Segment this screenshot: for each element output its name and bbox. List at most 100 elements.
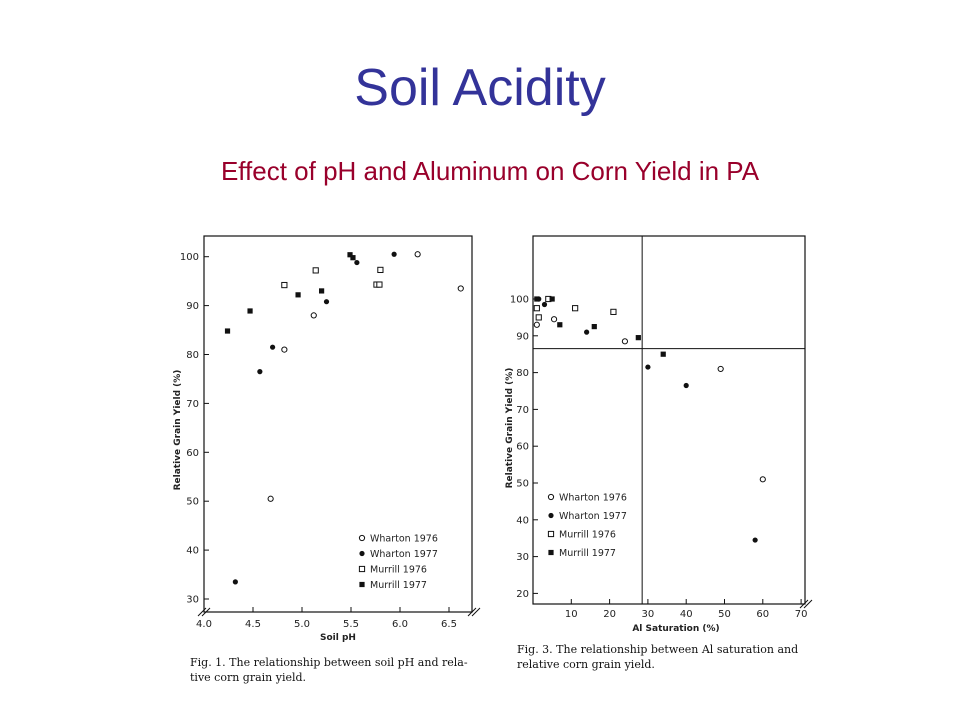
fig1-y-axis-label: Relative Grain Yield (%) [173, 370, 183, 491]
fig3-point [535, 314, 542, 321]
fig3-caption-line1: Fig. 3. The relationship between Al satu… [517, 643, 798, 656]
fig3-ytick-label: 90 [516, 331, 529, 342]
fig3-point [541, 301, 548, 308]
fig3-xtick-label: 40 [680, 609, 693, 620]
fig1-legend-label: Wharton 1976 [370, 534, 438, 545]
fig3-point [752, 537, 758, 543]
fig1-legend-label: Murrill 1977 [370, 580, 427, 591]
fig3-point [534, 296, 540, 302]
fig3-legend-marker [548, 512, 554, 519]
fig3-legend-label: Wharton 1976 [559, 493, 627, 504]
fig1-point [376, 281, 383, 288]
fig1-ytick-label: 100 [180, 252, 199, 263]
fig3-point [621, 338, 629, 345]
fig3-xtick-label: 30 [642, 609, 655, 620]
fig1-axis-break-marks [197, 607, 481, 617]
fig1-plot-frame [203, 235, 473, 613]
fig3-ytick-label: 80 [516, 368, 529, 379]
fig3-legend-marker [548, 549, 554, 556]
slide-subtitle: Effect of pH and Aluminum on Corn Yield … [220, 156, 760, 186]
fig3-legend-label: Murrill 1977 [559, 548, 616, 559]
fig3-xtick-label: 10 [565, 609, 578, 620]
fig1-xtick-label: 4.0 [196, 619, 212, 630]
fig1-caption-line1: Fig. 1. The relationship between soil pH… [190, 656, 468, 669]
fig3-xtick-label: 20 [603, 609, 616, 620]
fig1-point [457, 285, 464, 292]
fig3-point [610, 308, 617, 315]
fig3-legend-marker [547, 530, 555, 538]
fig3-ytick-label: 50 [516, 479, 529, 490]
fig1-point [347, 252, 353, 258]
fig1-legend-marker [359, 550, 365, 557]
fig3-y-axis-label: Relative Grain Yield (%) [505, 368, 515, 489]
fig3-point [645, 364, 651, 370]
fig3-ytick-label: 40 [516, 515, 529, 526]
fig1-point [281, 346, 288, 353]
fig1-xtick-label: 6.0 [392, 619, 408, 630]
fig1-point [257, 369, 263, 375]
fig3-legend-label: Murrill 1976 [559, 530, 616, 541]
fig3-point [533, 305, 540, 312]
fig1-ytick-label: 80 [186, 350, 199, 361]
fig3-xtick-label: 70 [795, 609, 808, 620]
fig1-ytick-label: 60 [186, 448, 199, 459]
fig1-point [350, 255, 356, 261]
fig1-point [377, 266, 384, 274]
fig1-point [414, 251, 421, 258]
fig3-point [584, 329, 590, 335]
fig3-point [660, 351, 666, 357]
fig1-ytick-label: 30 [186, 595, 199, 606]
fig1-ytick-label: 40 [186, 546, 199, 557]
fig1-xtick-label: 6.5 [441, 619, 457, 630]
fig1-ytick-label: 70 [186, 399, 199, 410]
fig1-point [354, 259, 360, 266]
fig3-xtick-label: 50 [718, 609, 731, 620]
fig1-legend-marker [359, 581, 365, 588]
fig1-xtick-label: 4.5 [245, 619, 261, 630]
fig3-plot-frame [532, 235, 806, 605]
fig3-legend-marker [547, 493, 555, 501]
fig3-x-axis-label: Al Saturation (%) [632, 624, 719, 634]
fig1-xtick-label: 5.0 [294, 619, 310, 630]
fig3-point [759, 476, 766, 483]
fig1-point [247, 308, 253, 314]
fig1-ytick-label: 90 [186, 301, 199, 312]
fig1-point [312, 267, 319, 274]
fig1-point [323, 299, 330, 305]
fig3-legend-label: Wharton 1977 [559, 511, 627, 522]
fig3-point [550, 316, 558, 323]
fig3-axis-break-marks [799, 599, 813, 609]
fig3-ytick-label: 100 [510, 295, 529, 306]
fig3-point [572, 305, 579, 312]
fig1-point [391, 251, 397, 257]
fig1-point [232, 579, 238, 585]
fig1-point [310, 312, 317, 319]
fig3-point [557, 322, 563, 328]
fig3-point [683, 382, 689, 389]
fig3-ytick-label: 70 [516, 405, 529, 416]
fig3-point [717, 365, 724, 373]
fig3-ytick-label: 20 [516, 589, 529, 600]
fig1-point [319, 288, 325, 294]
fig1-point [267, 495, 274, 502]
fig1-xtick-label: 5.5 [343, 619, 359, 630]
slide-title: Soil Acidity [354, 59, 606, 117]
fig1-caption-line2: tive corn grain yield. [190, 671, 306, 684]
fig1-legend-marker [358, 534, 366, 542]
fig3-ytick-label: 30 [516, 552, 529, 563]
fig3-point [533, 321, 540, 328]
fig1-point [295, 292, 301, 298]
fig1-legend-label: Wharton 1977 [370, 549, 438, 560]
fig3-ytick-label: 60 [516, 442, 529, 453]
fig1-point [270, 344, 276, 350]
fig3-caption-line2: relative corn grain yield. [517, 658, 655, 671]
fig1-point [281, 281, 288, 289]
fig3-point [549, 296, 555, 302]
fig3-point [591, 324, 597, 330]
fig3-xtick-label: 60 [756, 609, 769, 620]
fig1-legend-marker [358, 565, 366, 573]
fig1-point [224, 328, 231, 334]
fig1-legend-label: Murrill 1976 [370, 565, 427, 576]
fig1-x-axis-label: Soil pH [320, 633, 356, 643]
